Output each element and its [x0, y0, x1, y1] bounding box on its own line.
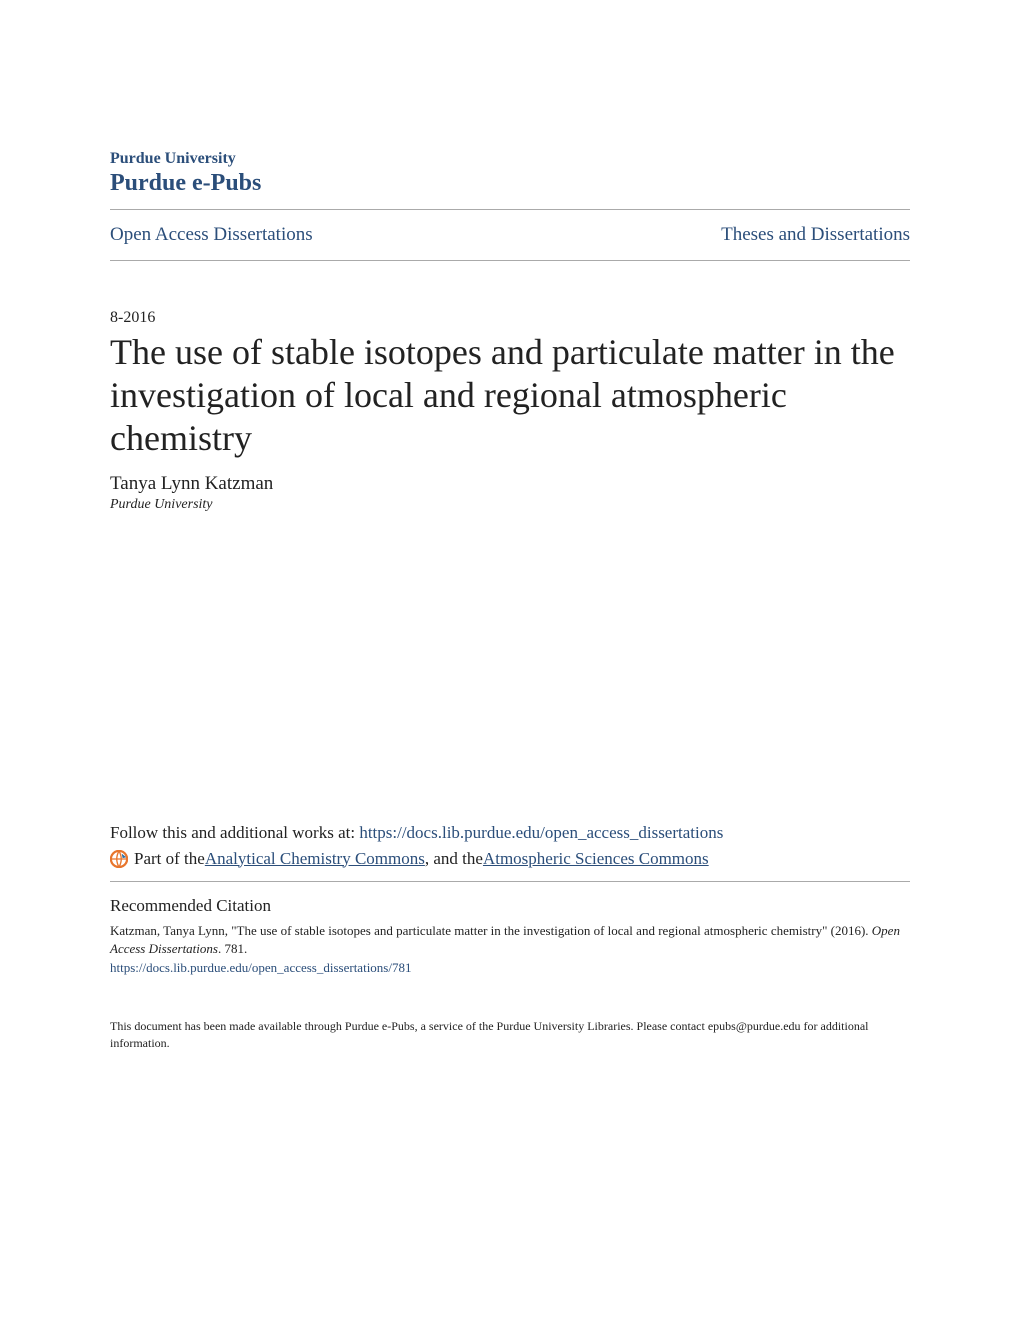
nav-row: Open Access Dissertations Theses and Dis… [110, 210, 910, 260]
author-name: Tanya Lynn Katzman [110, 473, 910, 495]
nav-right-link[interactable]: Theses and Dissertations [721, 224, 910, 246]
repository-name[interactable]: Purdue e-Pubs [110, 170, 910, 197]
header-block: Purdue University Purdue e-Pubs [110, 150, 910, 197]
commons-link-2[interactable]: Atmospheric Sciences Commons [483, 849, 709, 869]
author-affiliation: Purdue University [110, 497, 910, 513]
divider-nav [110, 260, 910, 261]
footer-note: This document has been made available th… [110, 1018, 910, 1052]
citation-text: Katzman, Tanya Lynn, "The use of stable … [110, 922, 910, 958]
citation-part1: Katzman, Tanya Lynn, "The use of stable … [110, 923, 872, 938]
part-of-prefix: Part of the [134, 849, 205, 869]
part-of-line: Part of the Analytical Chemistry Commons… [110, 849, 910, 869]
follow-line: Follow this and additional works at: htt… [110, 823, 910, 843]
citation-part2: . 781. [218, 941, 247, 956]
follow-block: Follow this and additional works at: htt… [110, 823, 910, 869]
commons-link-1[interactable]: Analytical Chemistry Commons [205, 849, 425, 869]
citation-link[interactable]: https://docs.lib.purdue.edu/open_access_… [110, 960, 910, 976]
network-icon [110, 850, 128, 868]
date-label: 8-2016 [110, 309, 910, 327]
part-of-middle: , and the [425, 849, 483, 869]
divider-citation [110, 881, 910, 882]
citation-heading: Recommended Citation [110, 896, 910, 916]
follow-url-link[interactable]: https://docs.lib.purdue.edu/open_access_… [359, 823, 723, 842]
paper-title: The use of stable isotopes and particula… [110, 331, 910, 461]
follow-prefix: Follow this and additional works at: [110, 823, 359, 842]
university-name: Purdue University [110, 150, 910, 168]
nav-left-link[interactable]: Open Access Dissertations [110, 224, 313, 246]
